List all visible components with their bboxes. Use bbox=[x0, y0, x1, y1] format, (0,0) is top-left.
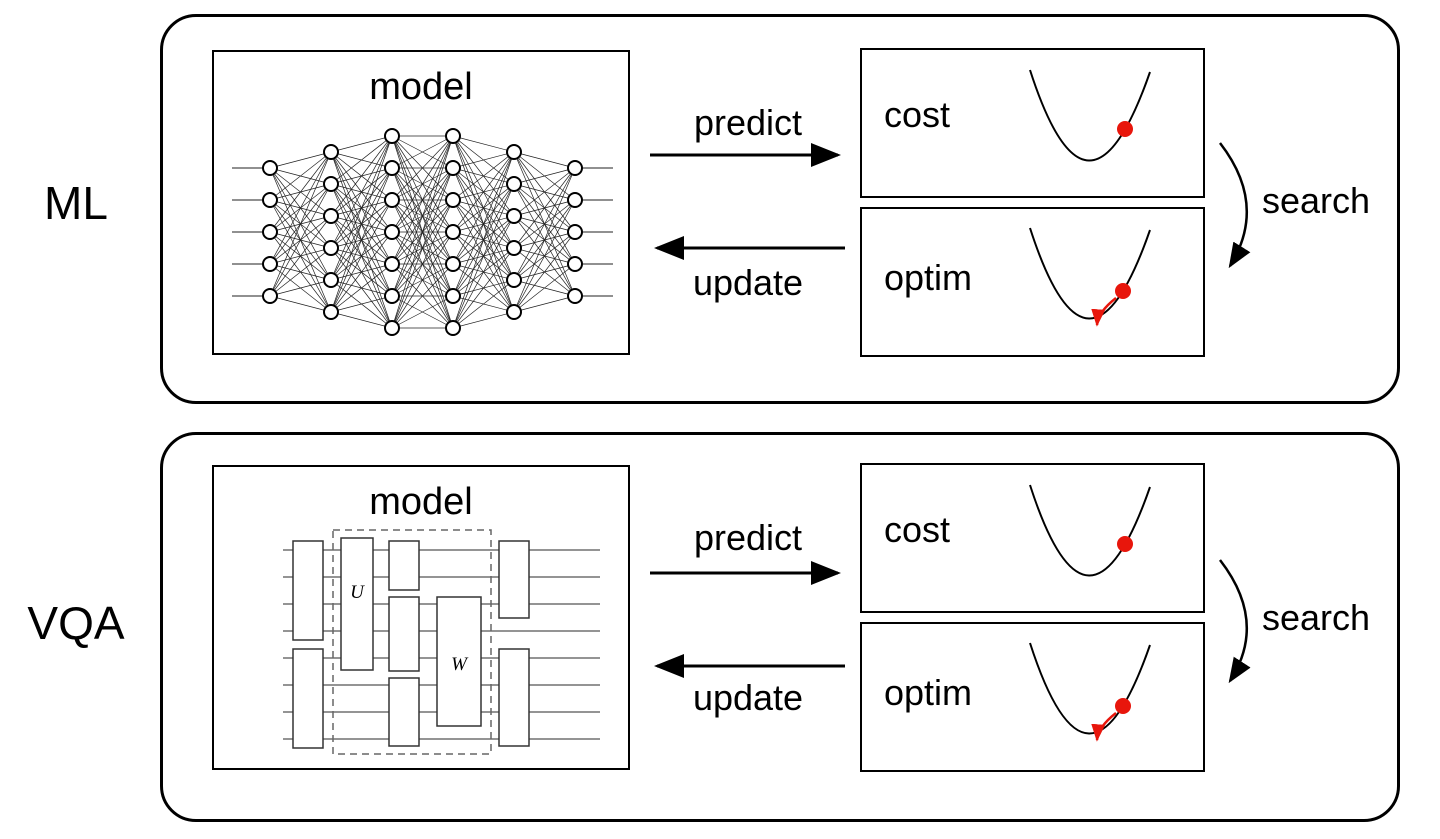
ml-search-label: search bbox=[1262, 180, 1371, 221]
vqa-model-title: model bbox=[369, 481, 473, 523]
vqa-label: VQA bbox=[27, 597, 125, 649]
ml-predict-label: predict bbox=[693, 102, 803, 143]
vqa-optim-box: optim bbox=[860, 622, 1205, 772]
vqa-cost-label: cost bbox=[884, 509, 951, 550]
vqa-predict-label: predict bbox=[693, 517, 803, 558]
vqa-update-label: update bbox=[692, 677, 804, 718]
vqa-search-label: search bbox=[1262, 597, 1371, 638]
ml-label: ML bbox=[44, 177, 108, 229]
ml-update-label: update bbox=[692, 262, 804, 303]
ml-optim-box: optim bbox=[860, 207, 1205, 357]
vqa-optim-label: optim bbox=[884, 672, 973, 713]
ml-optim-label: optim bbox=[884, 257, 973, 298]
ml-cost-box: cost bbox=[860, 48, 1205, 198]
vqa-model-box: model bbox=[212, 465, 630, 770]
ml-model-box: model bbox=[212, 50, 630, 355]
vqa-cost-box: cost bbox=[860, 463, 1205, 613]
ml-cost-label: cost bbox=[884, 94, 951, 135]
ml-model-title: model bbox=[369, 66, 473, 108]
